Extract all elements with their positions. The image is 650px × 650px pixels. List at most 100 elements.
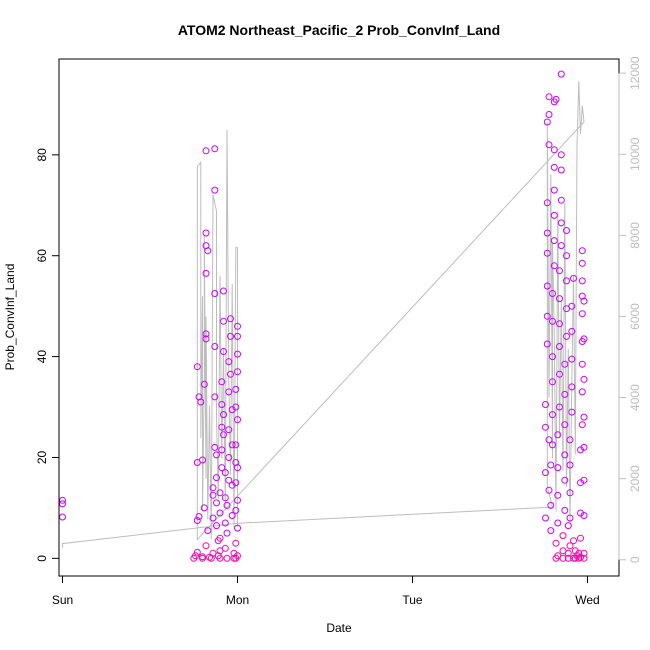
data-point bbox=[549, 353, 556, 361]
data-point bbox=[202, 542, 210, 550]
data-point bbox=[197, 398, 205, 406]
data-point bbox=[218, 464, 226, 472]
data-point bbox=[202, 147, 210, 155]
data-point bbox=[547, 501, 555, 509]
data-point bbox=[549, 317, 556, 325]
data-point bbox=[220, 348, 227, 355]
data-point bbox=[561, 360, 569, 368]
data-point bbox=[577, 534, 584, 542]
data-point bbox=[227, 332, 234, 340]
data-point bbox=[213, 499, 220, 507]
data-point bbox=[543, 199, 551, 207]
data-point bbox=[563, 252, 570, 260]
data-point bbox=[234, 496, 241, 504]
data-point bbox=[556, 343, 563, 350]
data-point bbox=[550, 237, 558, 245]
y2-tick-label: 0 bbox=[628, 556, 642, 563]
data-point bbox=[232, 479, 240, 487]
data-point bbox=[556, 370, 563, 378]
data-point bbox=[209, 491, 217, 499]
data-point bbox=[549, 378, 556, 386]
data-point bbox=[232, 506, 240, 514]
data-point bbox=[566, 542, 574, 550]
data-point bbox=[209, 514, 217, 522]
data-point bbox=[232, 403, 240, 411]
data-point bbox=[202, 269, 210, 277]
data-point bbox=[550, 186, 558, 194]
data-point bbox=[542, 514, 549, 522]
data-point bbox=[557, 70, 565, 78]
x-tick-label: Tue bbox=[402, 593, 423, 607]
data-point bbox=[580, 297, 588, 305]
data-point bbox=[564, 522, 572, 530]
data-point bbox=[223, 529, 231, 537]
data-point bbox=[225, 426, 233, 434]
data-point bbox=[578, 421, 586, 429]
data-point bbox=[234, 416, 241, 424]
data-point bbox=[566, 436, 574, 444]
data-point bbox=[552, 539, 560, 547]
data-point bbox=[580, 549, 588, 557]
data-point bbox=[232, 385, 240, 393]
data-point bbox=[220, 411, 227, 419]
data-point bbox=[542, 469, 549, 477]
y2-tick-label: 4000 bbox=[628, 384, 642, 411]
y-axis-left: 0 20 40 60 80 bbox=[35, 148, 60, 562]
data-point bbox=[563, 332, 570, 340]
data-point bbox=[216, 489, 224, 497]
x-tick-label: Sun bbox=[52, 593, 73, 607]
data-point bbox=[545, 436, 553, 444]
x-tick-label: Wed bbox=[575, 593, 599, 607]
x-axis-label: Date bbox=[326, 621, 352, 635]
y-tick-label: 20 bbox=[35, 450, 49, 464]
data-point bbox=[557, 166, 565, 174]
data-point bbox=[211, 443, 219, 451]
data-point bbox=[561, 390, 569, 398]
line-series bbox=[62, 81, 585, 548]
data-point bbox=[543, 249, 551, 257]
data-point bbox=[556, 403, 563, 411]
y2-tick-label: 8000 bbox=[628, 222, 642, 249]
data-point bbox=[192, 552, 199, 560]
series-line-0 bbox=[62, 81, 585, 548]
data-point bbox=[59, 500, 66, 508]
y-tick-label: 40 bbox=[35, 350, 49, 364]
data-point bbox=[561, 506, 569, 514]
data-point bbox=[552, 95, 560, 103]
data-point bbox=[580, 554, 588, 562]
data-point bbox=[547, 461, 555, 469]
data-point bbox=[563, 277, 570, 285]
data-point bbox=[225, 454, 233, 461]
data-point bbox=[547, 527, 555, 535]
data-point bbox=[578, 292, 586, 300]
y2-tick-label: 2000 bbox=[628, 465, 642, 492]
data-point bbox=[543, 118, 551, 126]
data-point bbox=[578, 277, 586, 285]
points-series bbox=[59, 70, 588, 562]
data-point bbox=[228, 441, 236, 449]
y2-tick-label: 10000 bbox=[628, 137, 642, 171]
data-point bbox=[202, 229, 210, 237]
data-point bbox=[580, 413, 588, 421]
data-point bbox=[202, 330, 210, 338]
data-point bbox=[211, 343, 219, 350]
data-point bbox=[227, 315, 234, 323]
data-point bbox=[202, 242, 210, 250]
data-point bbox=[559, 554, 567, 562]
data-point bbox=[568, 408, 576, 416]
data-point bbox=[564, 554, 572, 562]
data-point bbox=[216, 509, 224, 517]
data-point bbox=[566, 461, 574, 469]
data-point bbox=[228, 512, 236, 519]
data-point bbox=[557, 219, 565, 227]
data-point bbox=[193, 548, 201, 556]
data-point bbox=[211, 186, 219, 194]
y-axis-right: 0 2000 4000 6000 8000 10000 12000 bbox=[618, 56, 642, 563]
data-point bbox=[234, 464, 241, 472]
data-point bbox=[218, 423, 226, 431]
data-point bbox=[202, 335, 210, 343]
data-point bbox=[221, 544, 229, 552]
chart-title: ATOM2 Northeast_Pacific_2 Prob_ConvInf_L… bbox=[178, 22, 500, 38]
data-point bbox=[218, 446, 226, 454]
